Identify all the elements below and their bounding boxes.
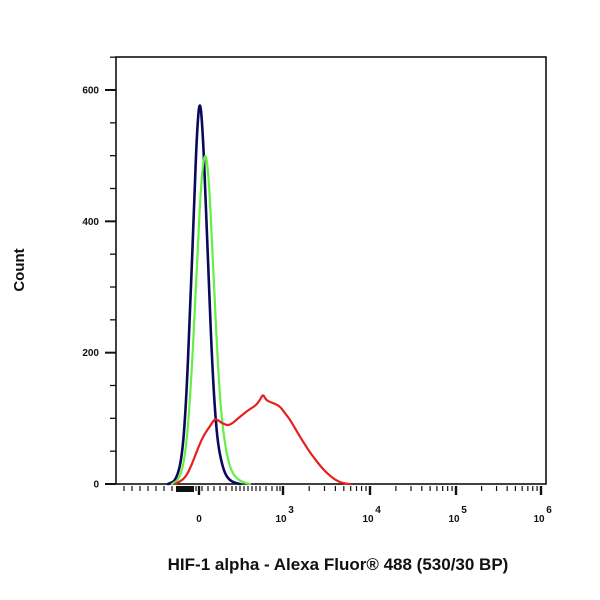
x-tick-exponent: 5 bbox=[461, 505, 467, 516]
series-line-1 bbox=[170, 154, 252, 486]
y-axis-title: Count bbox=[11, 248, 28, 291]
x-tick-label: 0 bbox=[196, 514, 202, 525]
series-line-0 bbox=[166, 104, 242, 486]
plot-frame bbox=[115, 56, 547, 485]
x-tick-exponent: 3 bbox=[288, 505, 294, 516]
x-tick-exponent: 6 bbox=[546, 505, 552, 516]
x-tick-label: 10 bbox=[275, 514, 287, 525]
series-layer bbox=[166, 104, 352, 486]
x-axis-title: HIF-1 alpha - Alexa Fluor® 488 (530/30 B… bbox=[168, 555, 509, 574]
series-line-2 bbox=[173, 394, 352, 486]
x-tick-cluster bbox=[176, 486, 194, 492]
y-tick-label: 400 bbox=[82, 217, 99, 228]
x-tick-label: 10 bbox=[533, 514, 545, 525]
y-tick-label: 200 bbox=[82, 348, 99, 359]
y-tick-label: 600 bbox=[82, 86, 99, 97]
x-tick-exponent: 4 bbox=[375, 505, 381, 516]
x-tick-label: 10 bbox=[362, 514, 374, 525]
y-tick-label: 0 bbox=[93, 480, 99, 491]
x-tick-label: 10 bbox=[448, 514, 460, 525]
y-axis: 0 200 400 600 bbox=[82, 56, 116, 491]
